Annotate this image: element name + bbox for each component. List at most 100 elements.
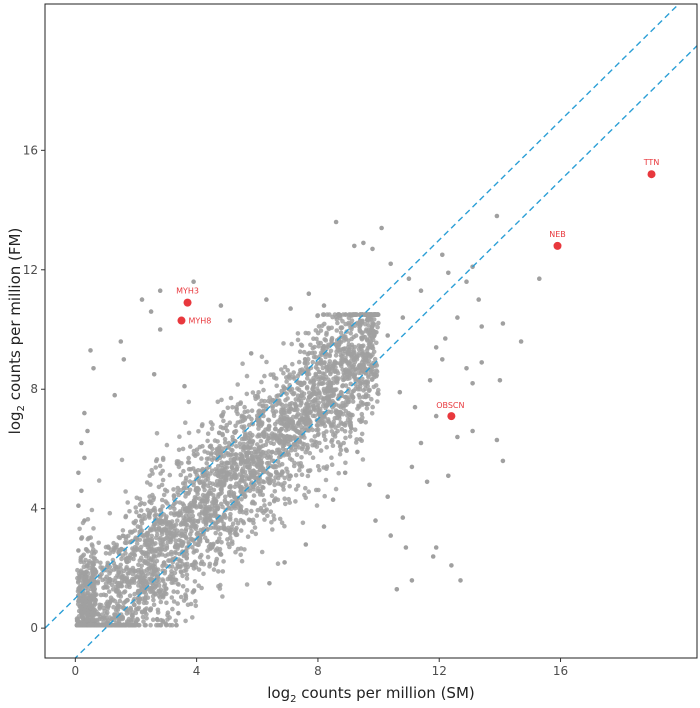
data-point: [152, 513, 158, 518]
data-point: [304, 384, 310, 390]
data-point: [270, 403, 275, 409]
data-point: [319, 323, 325, 329]
data-point: [90, 617, 95, 623]
data-point: [170, 503, 176, 509]
data-point: [357, 362, 363, 368]
data-point: [112, 392, 117, 398]
data-point: [310, 442, 315, 448]
data-point: [239, 497, 244, 502]
data-point: [316, 411, 321, 416]
data-point: [92, 612, 98, 617]
data-point: [344, 395, 349, 401]
data-point: [418, 440, 424, 446]
data-point: [340, 403, 346, 409]
highlight-label-obscn: OBSCN: [436, 401, 464, 410]
data-point: [172, 570, 178, 576]
data-point: [243, 459, 248, 464]
data-point: [263, 450, 268, 456]
data-point: [175, 601, 180, 606]
data-point: [144, 616, 149, 621]
highlight-label-neb: NEB: [549, 230, 566, 239]
data-point: [379, 225, 384, 231]
x-tick-label: 16: [553, 664, 568, 678]
data-point: [311, 406, 317, 411]
data-point: [208, 443, 214, 449]
data-point: [281, 370, 286, 376]
data-point: [204, 461, 209, 466]
data-point: [305, 361, 310, 366]
data-point: [121, 568, 127, 574]
data-point: [176, 610, 181, 616]
data-point: [278, 421, 283, 426]
data-point: [302, 380, 307, 386]
data-point: [208, 452, 214, 457]
data-point: [211, 567, 217, 572]
data-point: [235, 546, 241, 552]
data-point: [355, 449, 360, 455]
data-point: [360, 330, 365, 335]
data-point: [275, 475, 281, 481]
data-point: [116, 619, 122, 624]
data-point: [228, 531, 233, 536]
axes: 0 4 8 12 16 0 4 8 12 16: [23, 143, 568, 678]
data-point: [376, 312, 381, 317]
data-point: [234, 444, 239, 449]
data-point: [184, 572, 190, 577]
data-point: [282, 523, 287, 529]
data-point: [285, 368, 291, 373]
data-point: [367, 354, 373, 360]
data-point: [130, 576, 135, 582]
data-point: [219, 540, 224, 545]
data-point: [345, 369, 350, 375]
data-point: [213, 521, 218, 527]
data-point: [100, 612, 105, 617]
data-point: [332, 415, 338, 421]
data-point: [254, 513, 260, 518]
data-point: [349, 344, 355, 350]
data-point: [300, 445, 306, 450]
data-point: [238, 552, 243, 558]
data-point: [82, 410, 87, 416]
data-point: [152, 508, 158, 514]
data-point: [158, 507, 164, 512]
data-point: [367, 340, 373, 346]
data-point: [319, 420, 325, 426]
data-point: [164, 546, 170, 551]
data-point: [302, 349, 307, 355]
data-point: [83, 599, 89, 604]
data-point: [171, 534, 177, 539]
data-point: [173, 566, 179, 571]
data-point: [330, 443, 336, 449]
data-point: [249, 416, 254, 422]
data-point: [192, 499, 198, 504]
data-point: [119, 457, 125, 463]
data-point: [376, 320, 381, 326]
data-point: [233, 499, 238, 505]
data-point: [348, 420, 353, 426]
data-point: [242, 404, 247, 410]
data-point: [319, 395, 324, 400]
data-point: [221, 418, 226, 424]
data-point: [249, 529, 255, 534]
data-point: [318, 340, 324, 346]
data-point: [335, 320, 340, 326]
data-point: [289, 341, 295, 347]
data-point: [249, 508, 254, 514]
data-point: [213, 559, 219, 564]
data-point: [337, 451, 343, 457]
data-point: [88, 554, 94, 559]
data-point: [314, 386, 320, 391]
y-tick-label: 12: [23, 263, 38, 277]
data-point: [366, 330, 371, 335]
data-point: [297, 349, 303, 355]
data-point: [258, 423, 264, 429]
data-point: [335, 440, 341, 445]
data-point: [268, 509, 274, 514]
data-point: [308, 378, 314, 384]
data-point: [148, 544, 154, 549]
data-point: [251, 468, 256, 474]
data-point: [351, 373, 356, 379]
data-point: [107, 510, 113, 516]
data-point: [470, 428, 475, 434]
data-point: [337, 361, 343, 366]
